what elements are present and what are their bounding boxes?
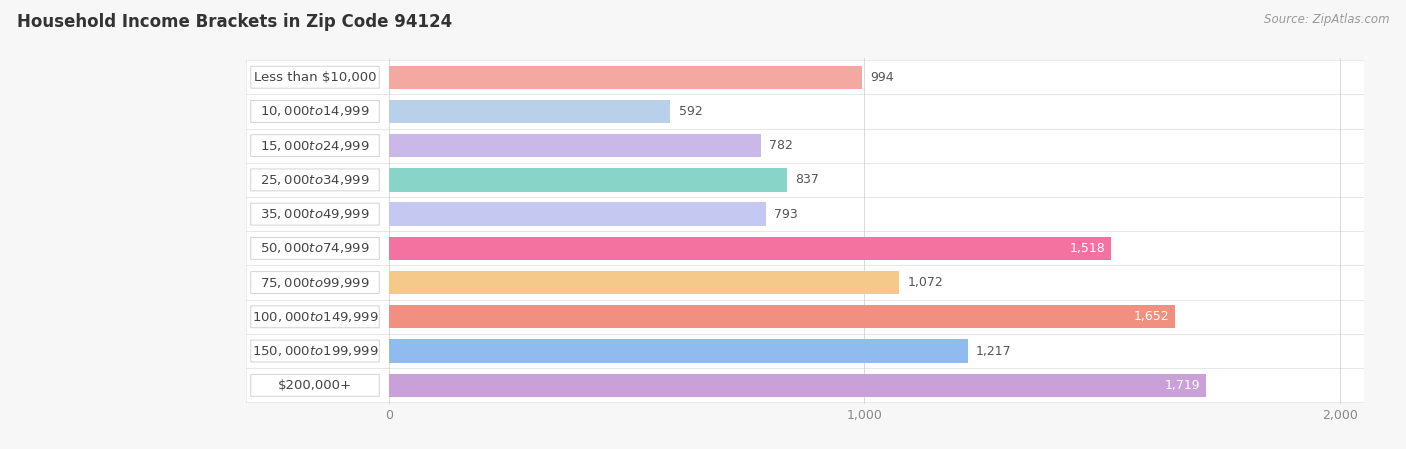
Bar <box>388 271 898 294</box>
Text: $200,000+: $200,000+ <box>278 379 352 392</box>
Text: Less than $10,000: Less than $10,000 <box>253 70 377 84</box>
Text: Source: ZipAtlas.com: Source: ZipAtlas.com <box>1264 13 1389 26</box>
Text: $15,000 to $24,999: $15,000 to $24,999 <box>260 139 370 153</box>
FancyBboxPatch shape <box>250 306 380 328</box>
Text: 837: 837 <box>796 173 820 186</box>
Text: 1,719: 1,719 <box>1166 379 1201 392</box>
Text: $150,000 to $199,999: $150,000 to $199,999 <box>252 344 378 358</box>
Text: 994: 994 <box>870 70 894 84</box>
Bar <box>246 94 1364 128</box>
Bar <box>388 202 766 226</box>
Text: 782: 782 <box>769 139 793 152</box>
Bar <box>388 237 1111 260</box>
Bar <box>388 168 787 192</box>
Bar <box>388 100 671 123</box>
Bar <box>388 134 761 157</box>
Text: 1,518: 1,518 <box>1070 242 1105 255</box>
Bar <box>246 334 1364 368</box>
Bar <box>246 60 1364 94</box>
Bar <box>246 368 1364 402</box>
Text: $50,000 to $74,999: $50,000 to $74,999 <box>260 242 370 255</box>
Bar <box>388 374 1206 397</box>
FancyBboxPatch shape <box>250 272 380 294</box>
Text: 1,072: 1,072 <box>907 276 943 289</box>
Bar <box>246 265 1364 299</box>
Bar <box>246 299 1364 334</box>
FancyBboxPatch shape <box>250 203 380 225</box>
Text: $35,000 to $49,999: $35,000 to $49,999 <box>260 207 370 221</box>
Bar <box>246 197 1364 231</box>
Bar <box>388 305 1174 329</box>
Bar <box>388 339 967 363</box>
Text: $100,000 to $149,999: $100,000 to $149,999 <box>252 310 378 324</box>
FancyBboxPatch shape <box>250 340 380 362</box>
Text: $75,000 to $99,999: $75,000 to $99,999 <box>260 276 370 290</box>
FancyBboxPatch shape <box>250 169 380 191</box>
Text: $10,000 to $14,999: $10,000 to $14,999 <box>260 105 370 119</box>
Bar <box>246 163 1364 197</box>
FancyBboxPatch shape <box>250 66 380 88</box>
Text: 1,652: 1,652 <box>1133 310 1168 323</box>
FancyBboxPatch shape <box>250 101 380 123</box>
Text: Household Income Brackets in Zip Code 94124: Household Income Brackets in Zip Code 94… <box>17 13 453 31</box>
Text: 592: 592 <box>679 105 703 118</box>
Bar <box>388 66 862 89</box>
FancyBboxPatch shape <box>250 374 380 396</box>
Bar <box>246 231 1364 265</box>
Bar <box>246 128 1364 163</box>
FancyBboxPatch shape <box>250 238 380 260</box>
Text: 1,217: 1,217 <box>976 344 1012 357</box>
Text: $25,000 to $34,999: $25,000 to $34,999 <box>260 173 370 187</box>
Text: 793: 793 <box>775 207 799 220</box>
FancyBboxPatch shape <box>250 135 380 157</box>
